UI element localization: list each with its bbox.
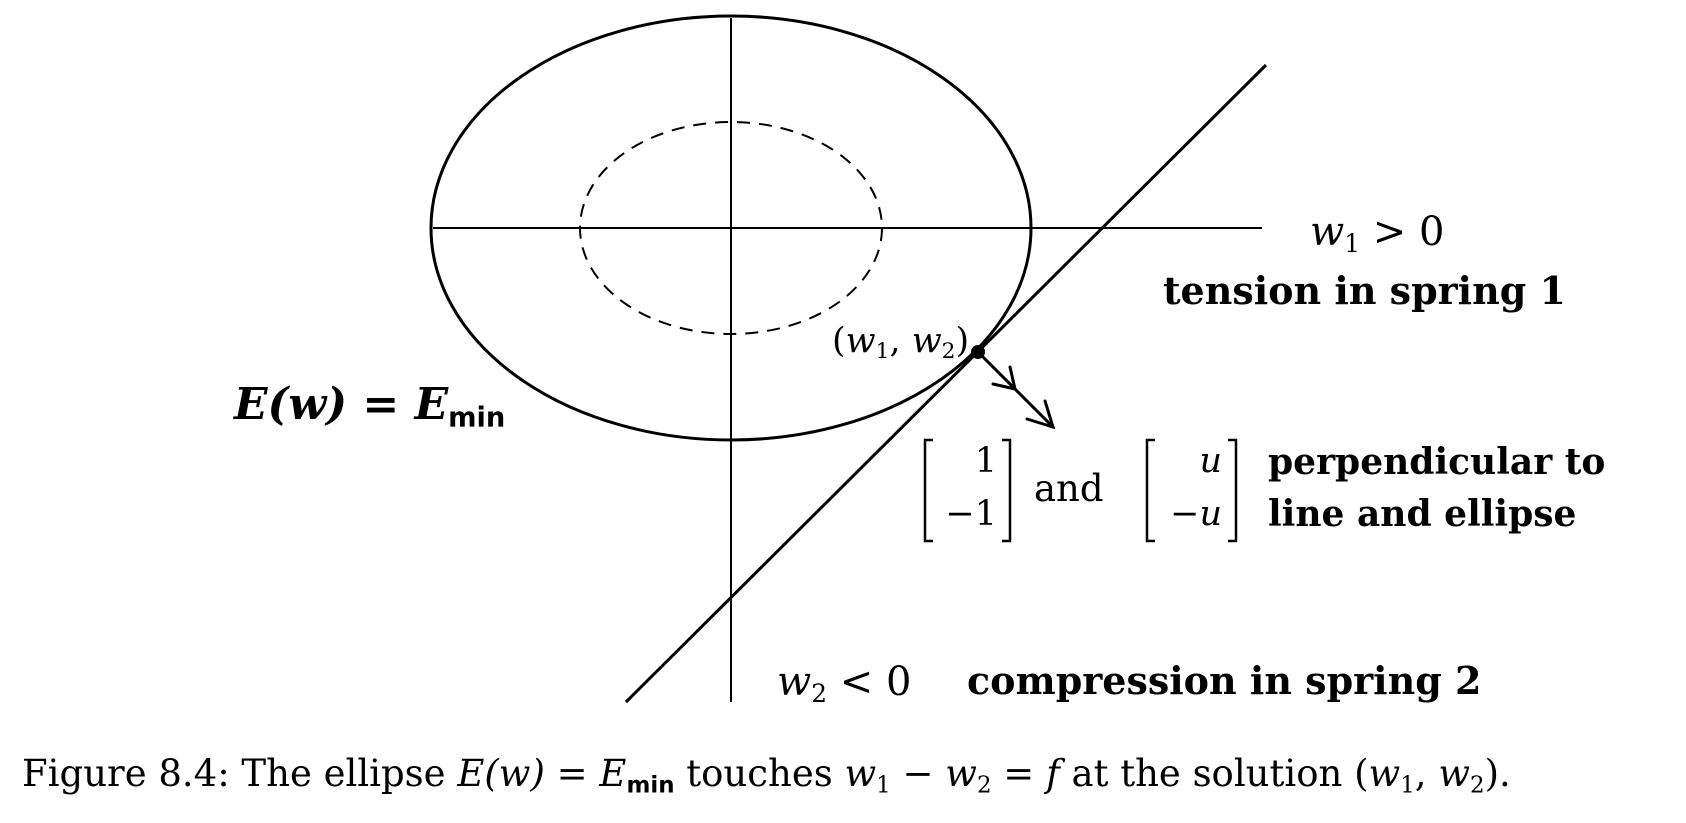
perpendicular-label-line1: perpendicular to <box>1268 441 1606 483</box>
w2-axis-label: w2 < 0 <box>777 659 912 708</box>
ellipse-equation-label: E(w) = Emin <box>234 379 506 434</box>
perpendicular-arrows <box>976 350 1056 430</box>
point-label: (w1, w2) <box>832 321 970 365</box>
w1-axis-label: w1 > 0 <box>1310 209 1445 258</box>
vector-1-top: 1 <box>974 441 997 481</box>
vector-brackets <box>923 438 1238 543</box>
perpendicular-label-line2: line and ellipse <box>1268 493 1577 535</box>
vector-2-top: u <box>1199 441 1222 481</box>
figure-caption: Figure 8.4: The ellipse E(w) = Emin touc… <box>22 752 1511 799</box>
vector-2-bottom: −u <box>1170 494 1222 534</box>
compression-label: compression in spring 2 <box>967 658 1482 703</box>
inner-dashed-ellipse <box>579 121 883 335</box>
and-label: and <box>1034 467 1104 510</box>
tension-label: tension in spring 1 <box>1163 268 1566 313</box>
outer-ellipse <box>429 14 1033 442</box>
vector-1-bottom: −1 <box>945 494 997 534</box>
vector-1: 1 −1 <box>935 442 997 542</box>
vector-2: u −u <box>1158 442 1222 542</box>
constraint-line <box>624 63 1268 704</box>
